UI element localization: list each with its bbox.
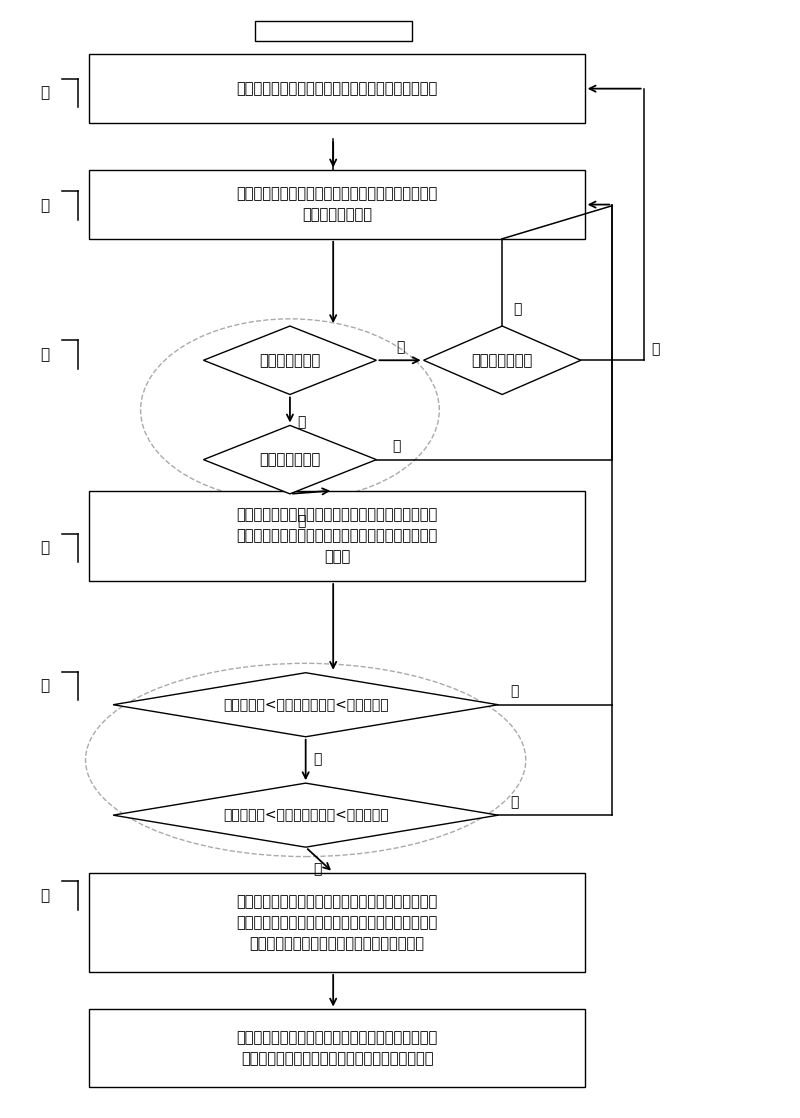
FancyBboxPatch shape [90, 1010, 585, 1087]
Text: 四: 四 [40, 540, 50, 556]
Text: 是: 是 [298, 514, 306, 529]
Text: 拼接有效性评估: 拼接有效性评估 [259, 452, 321, 467]
Polygon shape [113, 673, 498, 737]
FancyBboxPatch shape [90, 872, 585, 972]
Text: 五: 五 [40, 679, 50, 693]
FancyBboxPatch shape [90, 491, 585, 581]
Text: 三: 三 [40, 348, 50, 362]
Polygon shape [113, 783, 498, 847]
Text: 否: 否 [514, 303, 522, 316]
Polygon shape [423, 326, 581, 395]
Text: 是: 是 [314, 751, 322, 766]
Text: 采用互信息测度和梯度相关测度对通过有效性评估的
配准帧图像和待配准帧图像进行图像配准，获取配准
参数，: 采用互信息测度和梯度相关测度对通过有效性评估的 配准帧图像和待配准帧图像进行图像… [237, 508, 438, 565]
Text: 进行下一次图像采样和拼接，直到视频数据采样过程
结束，退出循环，完成一个宽景图像的拼接过程。: 进行下一次图像采样和拼接，直到视频数据采样过程 结束，退出循环，完成一个宽景图像… [237, 1030, 438, 1067]
Text: 是: 是 [651, 342, 660, 357]
Text: 否: 否 [396, 340, 404, 354]
FancyBboxPatch shape [90, 170, 585, 239]
Text: 六: 六 [40, 889, 50, 903]
Text: 否: 否 [392, 439, 400, 454]
Text: 是: 是 [314, 862, 322, 877]
FancyBboxPatch shape [90, 55, 585, 123]
Text: 是否第一次采样: 是否第一次采样 [471, 353, 533, 368]
FancyBboxPatch shape [254, 21, 412, 41]
Text: 位移低阈值<纵向配准位移量<位移高阈值: 位移低阈值<纵向配准位移量<位移高阈值 [223, 808, 389, 822]
Polygon shape [203, 426, 377, 494]
Text: 在视频数据中采样，获得一帧图像作为配准帧图像，: 在视频数据中采样，获得一帧图像作为配准帧图像， [237, 82, 438, 96]
Text: 一: 一 [40, 86, 50, 101]
Text: 位移低阈值<横向配准位移量<位移高阈值: 位移低阈值<横向配准位移量<位移高阈值 [223, 698, 389, 712]
Text: 否: 否 [510, 684, 518, 699]
Text: 采用缝源渐变加权融合的方法将获取配准参数的的配
准帧图像和待配准帧图像进行图像拼接，并将本次拼
接后的图像作为下一次拼接用的配准帧图像，: 采用缝源渐变加权融合的方法将获取配准参数的的配 准帧图像和待配准帧图像进行图像拼… [237, 893, 438, 950]
Text: 二: 二 [40, 198, 50, 214]
Text: 否: 否 [510, 795, 518, 809]
Text: 扫描有效性评估: 扫描有效性评估 [259, 353, 321, 368]
Text: 是: 是 [298, 415, 306, 429]
Polygon shape [203, 326, 377, 395]
Text: 按设定的采样步长再次进行采样，获得下一帧图像作
为待配准帧图像，: 按设定的采样步长再次进行采样，获得下一帧图像作 为待配准帧图像， [237, 187, 438, 222]
